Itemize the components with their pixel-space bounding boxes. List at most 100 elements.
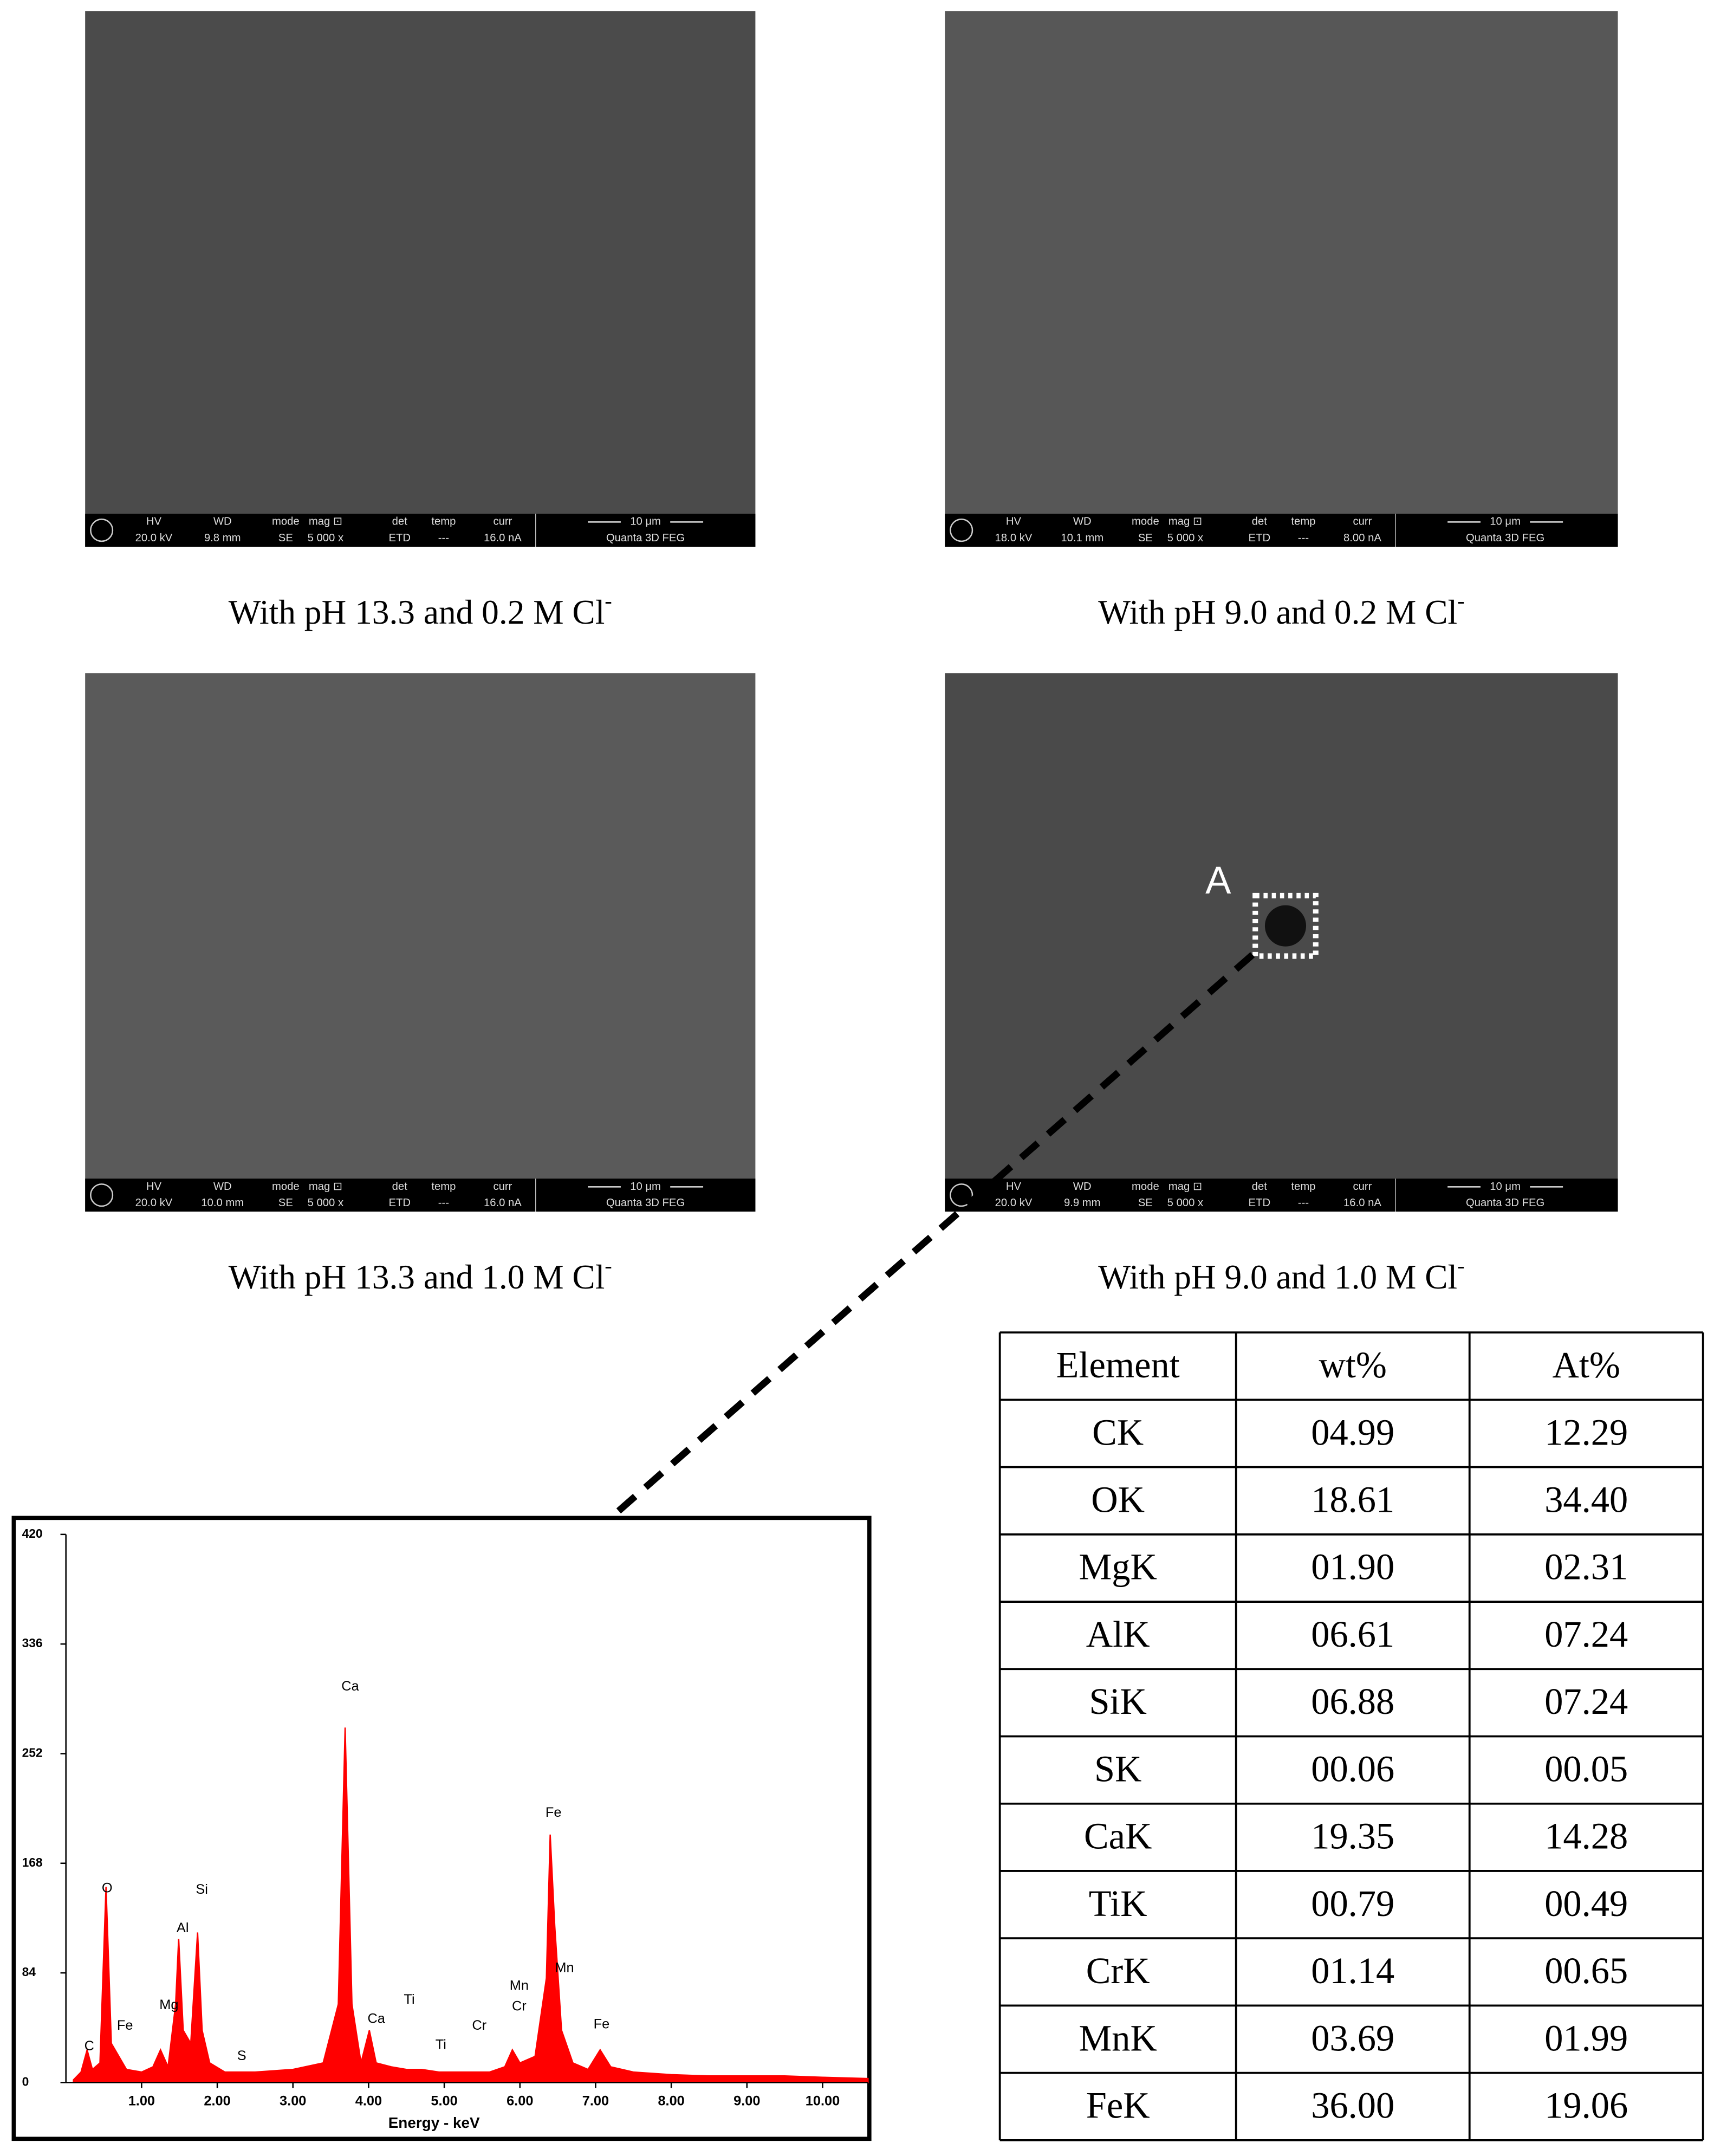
peak-label: Fe [117,2018,133,2033]
y-tick-label: 420 [22,1526,43,1540]
info-value: 20.0 kV [995,1197,1033,1209]
info-value: ETD [388,532,411,544]
x-tick-label: 3.00 [280,2094,306,2109]
sem-image [945,11,1618,547]
info-label: mode [272,1181,300,1193]
table-header: wt% [1319,1344,1387,1385]
table-cell: 14.28 [1544,1816,1628,1857]
table-cell: 34.40 [1544,1479,1628,1520]
table-cell: CrK [1086,1950,1150,1991]
peak-label: Cr [472,2018,486,2033]
caption: With pH 9.0 and 0.2 M Cl- [1098,588,1464,631]
info-value: 20.0 kV [135,1197,173,1209]
info-label: WD [1073,1181,1092,1193]
info-label: HV [146,1181,162,1193]
info-value: 5 000 x [1167,532,1203,544]
table-cell: 04.99 [1311,1412,1394,1453]
info-label: temp [1291,1181,1315,1193]
pit [1264,905,1307,947]
info-label: det [392,1181,408,1193]
table-cell: 00.06 [1311,1748,1394,1789]
table-cell: CK [1092,1412,1144,1453]
info-value: SE [1138,1197,1153,1209]
info-label: det [392,516,408,528]
sem-image [85,11,756,547]
table-cell: 19.35 [1311,1816,1394,1857]
peak-label: S [237,2048,246,2063]
info-label: HV [146,516,162,528]
y-tick-label: 336 [22,1636,43,1650]
instrument: Quanta 3D FEG [606,1197,685,1209]
info-label: WD [213,516,232,528]
table-cell: 00.79 [1311,1883,1394,1924]
info-value: ETD [1249,532,1271,544]
peak-label: Si [196,1882,208,1897]
peak-label: Mn [510,1978,529,1993]
table-cell: 01.90 [1311,1546,1394,1588]
caption-text: With pH 9.0 and 1.0 M Cl [1098,1258,1457,1296]
peak-label: Ca [341,1679,359,1694]
info-value: --- [438,532,449,544]
scale-label: 10 μm [630,516,661,528]
y-tick-label: 0 [22,2074,29,2088]
table-cell: OK [1091,1479,1145,1520]
sem-image [85,673,756,1212]
info-bar [945,1179,1618,1212]
info-value: 9.8 mm [204,532,241,544]
table-cell: 00.49 [1544,1883,1628,1924]
x-axis-label: Energy - keV [388,2114,480,2131]
scale-label: 10 μm [630,1181,661,1193]
x-tick-label: 8.00 [658,2094,684,2109]
info-label: curr [1353,516,1372,528]
info-value: SE [278,1197,293,1209]
instrument: Quanta 3D FEG [1466,1197,1544,1209]
table-header: At% [1552,1344,1620,1385]
info-label: mag ⊡ [309,516,342,528]
peak-label: O [102,1881,113,1896]
table-cell: 07.24 [1544,1681,1628,1722]
table-cell: SK [1094,1748,1142,1789]
logo [950,1183,973,1207]
table-header: Element [1056,1344,1180,1385]
info-label: mode [1132,1181,1159,1193]
table-cell: 00.05 [1544,1748,1628,1789]
info-value: 10.0 mm [201,1197,244,1209]
table-cell: 07.24 [1544,1614,1628,1655]
caption-superscript: - [1457,588,1465,613]
instrument: Quanta 3D FEG [606,532,685,544]
caption: With pH 13.3 and 0.2 M Cl- [229,588,612,631]
table-cell: 12.29 [1544,1412,1628,1453]
dashed-arrow [478,952,1255,1635]
table-cell: 03.69 [1311,2017,1394,2058]
info-value: 8.00 nA [1343,532,1381,544]
sem-panel: HV 20.0 kV WD 9.9 mm mode SE mag ⊡ 5 000 x det ET… [945,673,1618,1296]
caption-superscript: - [605,1253,612,1278]
caption-text: With pH 13.3 and 0.2 M Cl [229,593,605,631]
peak-label: Mg [159,1997,178,2012]
peak-label: Ti [436,2037,446,2053]
y-tick-label: 168 [22,1855,43,1869]
info-value: 16.0 nA [484,532,522,544]
info-bar [85,1179,756,1212]
info-label: mode [272,516,300,528]
caption: With pH 13.3 and 1.0 M Cl- [229,1253,612,1296]
logo [90,1183,114,1207]
info-label: WD [1073,516,1092,528]
info-label: mode [1132,516,1159,528]
info-value: 16.0 nA [484,1197,522,1209]
table-cell: 36.00 [1311,2085,1394,2126]
info-label: temp [1291,516,1315,528]
peak-label: Fe [594,2017,610,2032]
x-tick-label: 4.00 [355,2094,382,2109]
info-label: curr [493,1181,512,1193]
info-value: 18.0 kV [995,532,1033,544]
x-tick-label: 2.00 [204,2094,230,2109]
table-cell: 19.06 [1544,2085,1628,2126]
x-tick-label: 10.00 [806,2094,840,2109]
info-label: det [1252,516,1268,528]
logo [950,519,973,542]
table-cell: CaK [1084,1816,1152,1857]
scale-label: 10 μm [1490,516,1521,528]
info-label: mag ⊡ [309,1181,342,1193]
table-cell: 06.61 [1311,1614,1394,1655]
